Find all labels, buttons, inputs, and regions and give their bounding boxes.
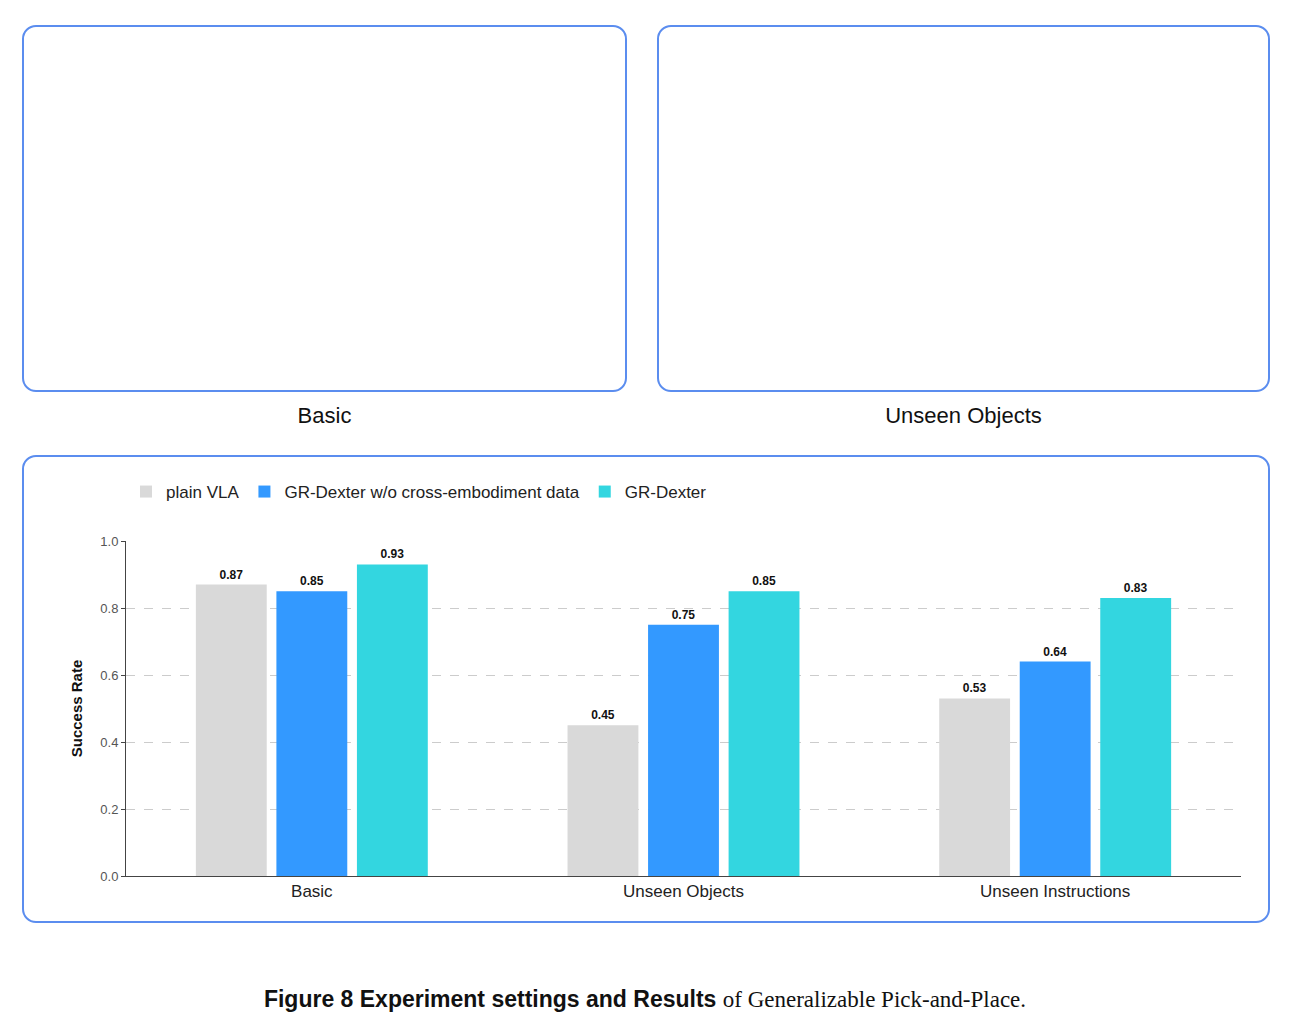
svg-text:Unseen Instructions: Unseen Instructions (980, 882, 1130, 901)
html-text:Figure 8 Experiment settings a: Figure 8 Experiment settings and Results… (263, 986, 1027, 1012)
svg-text:0.85: 0.85 (300, 574, 324, 588)
svg-text:0.53: 0.53 (963, 681, 987, 695)
html-text:Unseen Objects: Unseen Objects (885, 403, 1042, 428)
svg-text:0.0: 0.0 (100, 869, 118, 884)
svg-text:0.83: 0.83 (1124, 581, 1148, 595)
svg-text:0.93: 0.93 (381, 547, 405, 561)
svg-text:GR-Dexter w/o cross-embodiment: GR-Dexter w/o cross-embodiment data (284, 483, 579, 502)
svg-text:0.6: 0.6 (100, 668, 118, 683)
svg-text:0.64: 0.64 (1043, 645, 1067, 659)
svg-text:Basic: Basic (291, 882, 333, 901)
svg-text:Success Rate: Success Rate (68, 660, 85, 758)
svg-text:1.0: 1.0 (100, 534, 118, 549)
svg-text:0.85: 0.85 (752, 574, 776, 588)
svg-text:plain VLA: plain VLA (166, 483, 239, 502)
svg-text:Unseen Objects: Unseen Objects (623, 882, 744, 901)
svg-text:0.4: 0.4 (100, 735, 118, 750)
html-text:Basic: Basic (297, 403, 352, 428)
svg-text:0.75: 0.75 (672, 608, 696, 622)
svg-text:GR-Dexter: GR-Dexter (625, 483, 707, 502)
svg-text:0.45: 0.45 (591, 708, 615, 722)
svg-text:0.2: 0.2 (100, 802, 118, 817)
svg-text:0.8: 0.8 (100, 601, 118, 616)
svg-text:0.87: 0.87 (219, 568, 243, 582)
